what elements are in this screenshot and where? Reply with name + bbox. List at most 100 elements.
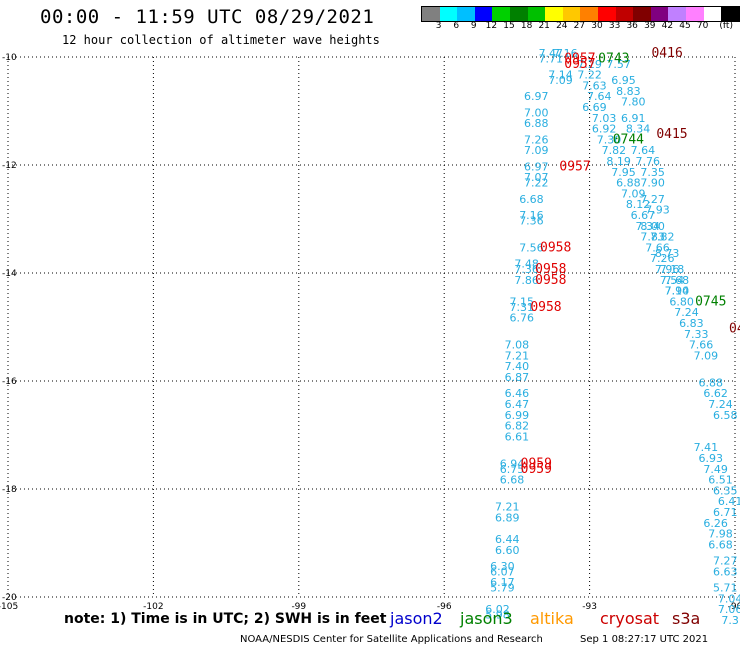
wave-height-label: 6.94 (500, 457, 525, 470)
pass-time-label: 0743 (598, 51, 629, 66)
wave-height-label: 7.26 (524, 133, 549, 146)
wave-height-label: 7.31 (509, 301, 534, 314)
wave-height-label: 6.88 (616, 177, 641, 190)
wave-height-label: 7.63 (582, 79, 607, 92)
wave-height-label: 7.34 (636, 220, 661, 233)
wave-height-label: 7.36 (519, 214, 544, 227)
wave-height-label: 7.04 (718, 592, 740, 605)
wave-height-label: 6.88 (524, 117, 549, 130)
wave-height-label: 7.15 (509, 295, 534, 308)
chart-axes: -105 -102 -99 -96 -93 -90 -10 -12 -14 -16 -18 -20 (0, 53, 740, 612)
wave-height-label: 7.09 (524, 144, 549, 157)
satellite-altika: altika (530, 609, 574, 628)
wave-height-label: 7.35 (640, 166, 665, 179)
wave-height-label: 7.95 (611, 166, 636, 179)
wave-height-label: 7.18 (660, 263, 685, 276)
wave-height-label: 7.27 (640, 193, 665, 206)
wave-height-label: 8.83 (616, 85, 641, 98)
wave-height-label: 6.92 (592, 123, 617, 136)
wave-height-label: 7.09 (548, 74, 573, 87)
wave-height-label: 6.02 (485, 603, 510, 616)
wave-height-label: 7.33 (684, 328, 709, 341)
y-tick-label: -10 (2, 53, 17, 63)
wave-height-label: 7.27 (713, 555, 738, 568)
wave-height-label: 7.76 (636, 155, 661, 168)
pass-time-label: 0957 (564, 51, 595, 66)
y-tick-label: -14 (2, 269, 17, 279)
wave-height-label: 7.00 (524, 106, 549, 119)
credit-line: NOAA/NESDIS Center for Satellite Applica… (240, 634, 543, 645)
legend-label: 24 (556, 21, 568, 31)
wave-height-label: 7.36 (514, 263, 539, 276)
legend-label: 42 (661, 21, 674, 31)
wave-height-label: 7.24 (708, 398, 733, 411)
wave-height-label: 7.40 (505, 360, 530, 373)
wave-height-label: 7.10 (665, 285, 690, 298)
wave-height-label: 6.44 (495, 533, 520, 546)
legend-swatch (562, 7, 581, 21)
wave-height-label: 6.75 (500, 463, 525, 476)
pass-time-label: 0415 (656, 127, 687, 142)
y-tick-label: -20 (2, 593, 17, 603)
wave-height-label: 7.48 (514, 258, 539, 271)
legend-label: 18 (520, 21, 533, 31)
wave-height-label: 7.71 (539, 52, 564, 65)
wave-height-label: 6.17 (490, 576, 515, 589)
wave-height-label: 7.54 (660, 274, 685, 287)
wave-height-label: 6.62 (703, 387, 728, 400)
wave-height-label: 6.83 (679, 317, 704, 330)
wave-height-label: 6.41 (718, 495, 740, 508)
wave-height-label: 7.09 (621, 187, 646, 200)
legend-label: 36 (626, 21, 638, 31)
wave-height-label: 7.26 (650, 252, 675, 265)
wave-height-label: 6.69 (582, 101, 607, 114)
legend-label: 33 (608, 21, 621, 31)
satellite-jason2: jason2 (390, 609, 443, 628)
wave-height-label: 7.83 (640, 231, 665, 244)
wave-height-label: 5.98 (485, 609, 510, 622)
wave-height-label: 7.96 (655, 263, 680, 276)
legend-swatch (633, 7, 651, 21)
wave-height-label: 6.58 (713, 409, 738, 422)
legend-swatch (703, 7, 722, 21)
wave-height-label: 7.66 (689, 339, 714, 352)
wave-height-label: 7.82 (602, 144, 627, 157)
wave-height-label: 7.06 (718, 603, 740, 616)
pass-time-label: 0958 (530, 300, 561, 315)
pass-time-label: 0744 (613, 132, 644, 147)
wave-height-label: 7.41 (694, 441, 719, 454)
y-tick-label: -18 (2, 485, 17, 495)
wave-height-label: 6.67 (631, 209, 656, 222)
legend-label: 3 (435, 21, 442, 31)
wave-height-label: 7.21 (505, 349, 530, 362)
wave-height-label: 5.71 (713, 582, 738, 595)
wave-height-label: 7.64 (587, 90, 612, 103)
wave-height-label: 7.16 (519, 209, 544, 222)
pass-time-label: 0958 (535, 262, 566, 277)
legend-label: 27 (573, 21, 586, 31)
legend-swatch (615, 7, 634, 21)
wave-height-label: 7.56 (519, 241, 544, 254)
legend-label: 21 (538, 21, 550, 31)
wave-height-label: 6.93 (699, 452, 724, 465)
wave-height-label: 6.35 (713, 484, 738, 497)
wave-height-label: 7.68 (665, 274, 690, 287)
satellite-s3a: s3a (672, 609, 701, 628)
wave-height-label: 7.94 (665, 285, 690, 298)
wave-height-points: 7.477.167.717.147.097.297.227.637.646.69… (485, 47, 740, 627)
wave-height-label: 5.79 (490, 582, 515, 595)
wave-height-label: 7.16 (553, 47, 578, 60)
wave-height-label: 6.61 (505, 430, 530, 443)
wave-height-label: 8.19 (606, 155, 631, 168)
wave-height-label: 7.30 (597, 133, 622, 146)
legend-label: 30 (591, 21, 603, 31)
legend-label: 15 (503, 21, 515, 31)
wave-height-label: 8.00 (640, 220, 665, 233)
wave-height-label: 6.97 (524, 160, 549, 173)
wave-height-label: 6.60 (495, 544, 520, 557)
pass-time-label: 0959 (521, 462, 552, 477)
wave-height-label: 7.57 (606, 58, 631, 71)
legend-swatch (597, 7, 616, 21)
wave-height-label: 7.08 (505, 339, 530, 352)
